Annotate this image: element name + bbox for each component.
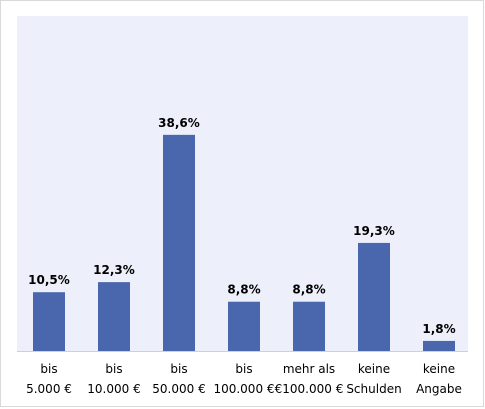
category-labels-group: bis 5.000 € bis 10.000 € bis 50.000 € bis 100.0… — [26, 362, 462, 396]
bar-3 — [163, 134, 195, 351]
category-label-3-line-1: bis — [170, 362, 187, 376]
category-label-2-line-1: bis — [105, 362, 122, 376]
bar-5 — [293, 301, 325, 351]
category-label-7-line-2: Angabe — [416, 382, 462, 396]
data-labels-group: 10,5% 12,3% 38,6% 8,8% 8,8% 19,3% 1,8% — [28, 116, 455, 336]
data-label-3: 38,6% — [158, 116, 200, 130]
data-label-2: 12,3% — [93, 263, 135, 277]
category-label-3-line-2: 50.000 € — [152, 382, 205, 396]
category-label-2-line-2: 10.000 € — [87, 382, 140, 396]
bar-1 — [33, 292, 65, 351]
bar-6 — [358, 242, 390, 351]
category-label-6-line-2: Schulden — [346, 382, 401, 396]
data-label-4: 8,8% — [227, 283, 260, 297]
category-label-4-line-2: 100.000 € — [213, 382, 274, 396]
category-label-5-line-2: €100.000 € — [275, 382, 344, 396]
bars-group — [33, 134, 455, 351]
category-label-6-line-1: keine — [358, 362, 390, 376]
category-label-4-line-1: bis — [235, 362, 252, 376]
category-label-7-line-1: keine — [423, 362, 455, 376]
category-label-1-line-1: bis — [40, 362, 57, 376]
bar-7 — [423, 340, 455, 351]
data-label-6: 19,3% — [353, 224, 395, 238]
plot-area — [17, 16, 468, 351]
bar-4 — [228, 301, 260, 351]
category-label-5-line-1: mehr als — [283, 362, 335, 376]
bar-2 — [98, 282, 130, 351]
category-label-1-line-2: 5.000 € — [26, 382, 72, 396]
data-label-7: 1,8% — [422, 322, 455, 336]
data-label-5: 8,8% — [292, 283, 325, 297]
data-label-1: 10,5% — [28, 273, 70, 287]
